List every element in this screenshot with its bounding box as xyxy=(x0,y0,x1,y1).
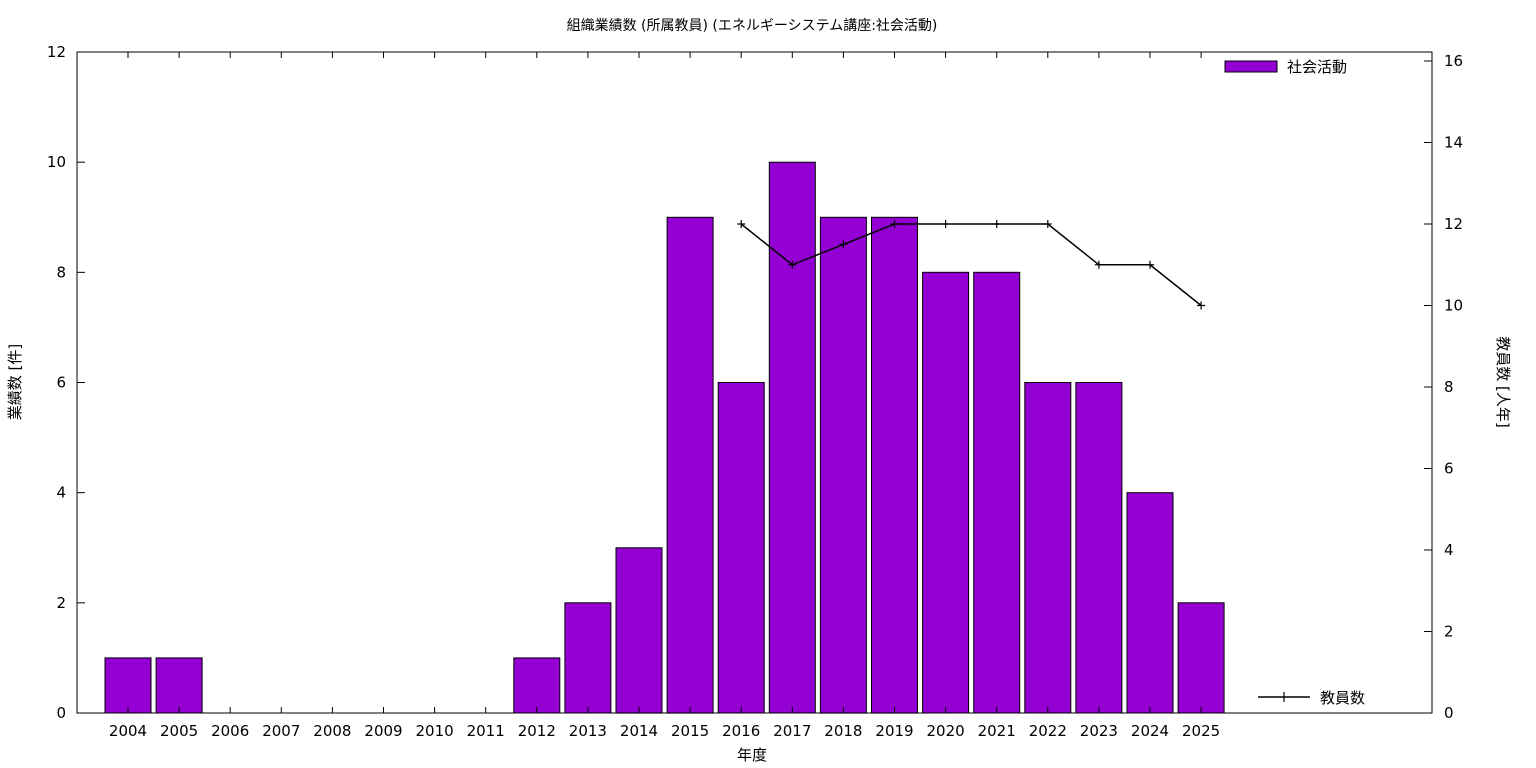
legend-line: 教員数 xyxy=(1258,689,1365,707)
bar-2015 xyxy=(666,216,714,714)
x-tick-label: 2023 xyxy=(1080,722,1118,740)
legend-bar-swatch xyxy=(1224,60,1278,73)
x-tick-label: 2021 xyxy=(978,722,1016,740)
bar-2017 xyxy=(768,161,816,714)
x-tick-label: 2019 xyxy=(875,722,913,740)
line-group xyxy=(737,220,1206,310)
bar-2022 xyxy=(1024,382,1072,714)
legend-line-label: 教員数 xyxy=(1320,689,1365,707)
y-tick-label: 2 xyxy=(56,594,66,612)
bar-2020 xyxy=(922,271,970,714)
x-tick-label: 2024 xyxy=(1131,722,1169,740)
point-2019 xyxy=(890,220,899,228)
y2-tick-label: 14 xyxy=(1444,134,1463,152)
x-tick-label: 2006 xyxy=(211,722,249,740)
x-tick-label: 2018 xyxy=(824,722,862,740)
x-tick-label: 2015 xyxy=(671,722,709,740)
bar-group xyxy=(104,161,1225,714)
y-tick-label: 0 xyxy=(56,704,66,722)
bar-2021 xyxy=(973,271,1021,714)
point-2018 xyxy=(839,240,848,249)
x-tick-label: 2012 xyxy=(518,722,556,740)
x-tick-label: 2005 xyxy=(160,722,198,740)
bar-2023 xyxy=(1075,382,1123,714)
bar-2016 xyxy=(717,382,765,714)
y-tick-label: 12 xyxy=(47,43,66,61)
bar-2012 xyxy=(513,657,561,714)
point-2023 xyxy=(1094,260,1103,269)
x-tick-label: 2009 xyxy=(364,722,402,740)
y2-axis-label: 教員数 [人年] xyxy=(1494,336,1512,427)
x-tick-label: 2013 xyxy=(569,722,607,740)
point-2021 xyxy=(992,220,1001,228)
y-axis-label: 業績数 [件] xyxy=(6,344,24,420)
x-tick-label: 2011 xyxy=(467,722,505,740)
x-tick-label: 2007 xyxy=(262,722,300,740)
y2-tick-label: 16 xyxy=(1444,52,1463,70)
bar-2019 xyxy=(871,216,918,714)
x-tick-label: 2022 xyxy=(1029,722,1067,740)
x-tick-label: 2014 xyxy=(620,722,658,740)
y-tick-label: 8 xyxy=(56,263,66,281)
y2-tick-label: 6 xyxy=(1444,460,1454,478)
x-tick-label: 2020 xyxy=(927,722,965,740)
point-2025 xyxy=(1197,301,1206,310)
point-2024 xyxy=(1146,260,1154,269)
point-2020 xyxy=(941,220,950,228)
point-2016 xyxy=(737,220,746,228)
x-tick-label: 2025 xyxy=(1182,722,1220,740)
bar-2013 xyxy=(564,602,612,714)
y2-tick-label: 0 xyxy=(1444,704,1454,722)
legend-bar-label: 社会活動 xyxy=(1287,58,1347,76)
x-axis-label: 年度 xyxy=(737,746,767,764)
x-tick-label: 2008 xyxy=(313,722,351,740)
x-tick-label: 2016 xyxy=(722,722,760,740)
plot-frame xyxy=(76,51,1433,714)
y2-tick-label: 4 xyxy=(1444,541,1454,559)
x-tick-label: 2004 xyxy=(109,722,147,740)
y-tick-label: 6 xyxy=(56,374,66,392)
bar-2018 xyxy=(819,216,867,714)
y-tick-label: 4 xyxy=(56,484,66,502)
line-faculty-count xyxy=(740,223,1202,307)
y-tick-label: 10 xyxy=(47,153,66,171)
tick-group: 2004 2005 2006 2007 2008 2009 2010 2011 2012 2013… xyxy=(47,43,1463,740)
point-2017 xyxy=(788,260,797,269)
legend-bar: 社会活動 xyxy=(1224,58,1347,76)
y2-tick-label: 12 xyxy=(1444,215,1463,233)
y2-tick-label: 2 xyxy=(1444,623,1454,641)
bar-2004 xyxy=(104,657,152,714)
y2-tick-label: 8 xyxy=(1444,378,1454,396)
bar-2024 xyxy=(1126,492,1174,714)
bar-2025 xyxy=(1177,602,1225,714)
chart-title: 組織業績数 (所属教員) (エネルギーシステム講座:社会活動) xyxy=(567,18,938,34)
bar-2005 xyxy=(155,657,203,714)
bar-2014 xyxy=(615,547,663,714)
point-2022 xyxy=(1043,220,1052,228)
y2-tick-label: 10 xyxy=(1444,297,1463,315)
x-tick-label: 2017 xyxy=(773,722,811,740)
x-tick-label: 2010 xyxy=(416,722,454,740)
